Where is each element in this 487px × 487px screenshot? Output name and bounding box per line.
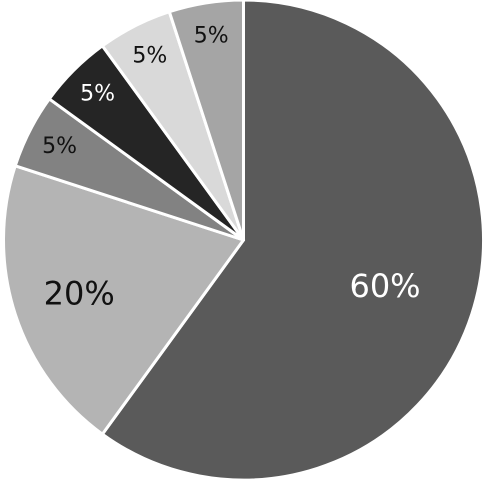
pie-slice-label-6: 5% bbox=[194, 24, 229, 49]
pie-slice-label-5: 5% bbox=[132, 44, 167, 69]
pie-slice-2 bbox=[2, 164, 245, 436]
pie-slice-label-3: 5% bbox=[42, 134, 77, 159]
pie-labels: 60% 20% 5% 5% 5% 5% bbox=[42, 24, 420, 313]
pie-slice-label-2: 20% bbox=[44, 274, 115, 312]
pie-slice-label-1: 60% bbox=[349, 267, 420, 305]
pie-slice-1 bbox=[100, 0, 485, 482]
pie-slice-label-4: 5% bbox=[80, 82, 115, 107]
pie-slice-6 bbox=[167, 0, 245, 242]
